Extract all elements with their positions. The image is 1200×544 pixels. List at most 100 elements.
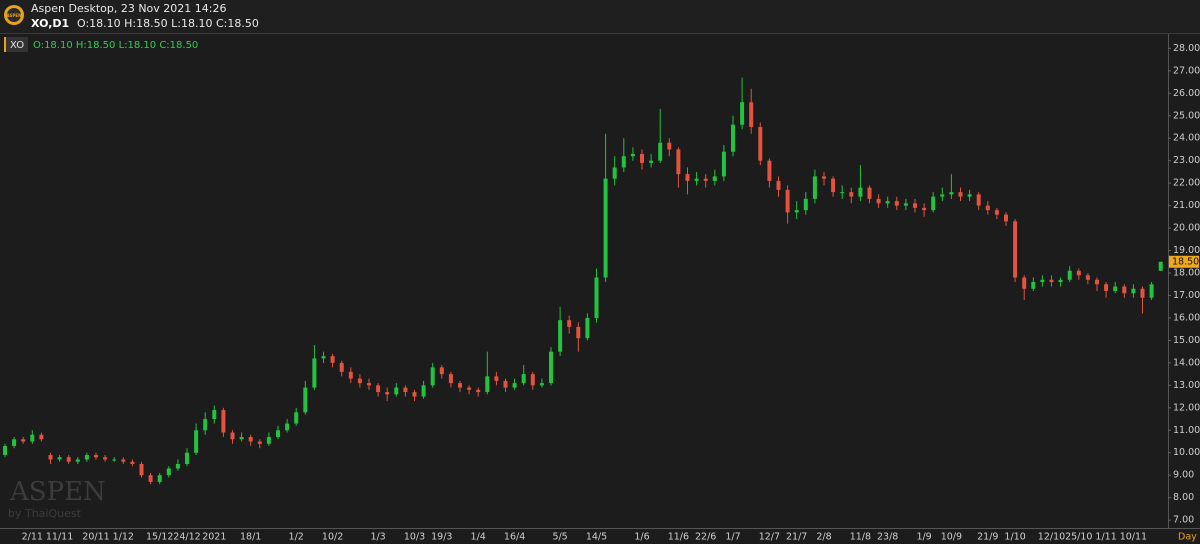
candle-body (721, 151, 726, 177)
candle-body (157, 475, 162, 482)
y-tick-label: 25.00 (1173, 110, 1200, 121)
x-tick-label: 1/2 (289, 532, 304, 543)
candle-body (48, 454, 53, 460)
x-tick-label: 1/4 (471, 532, 486, 543)
candle-body (203, 419, 208, 431)
candle-body (348, 371, 353, 379)
candle-body (103, 457, 108, 460)
candle-body (812, 176, 817, 199)
candle-body (549, 351, 553, 384)
candle-body (230, 432, 235, 440)
candle-body (867, 187, 872, 199)
candle-body (885, 201, 890, 204)
x-tick-label: 1/9 (916, 532, 931, 543)
candle-body (21, 439, 26, 442)
candle-body (776, 180, 781, 190)
candle-body (1113, 286, 1118, 291)
candle-body (840, 192, 845, 194)
candle-body (367, 383, 371, 386)
x-tick-label: 1/3 (370, 532, 385, 543)
last-price-label: 18.50 (1172, 256, 1199, 267)
candle-body (767, 160, 772, 181)
logo-inner (7, 8, 21, 22)
y-tick-label: 14.00 (1173, 357, 1200, 368)
candle-body (1095, 279, 1099, 285)
candle-body (994, 210, 999, 215)
candle-body (276, 430, 280, 438)
candle-body (1058, 279, 1063, 282)
candle-body (221, 410, 226, 433)
candle-body (430, 367, 435, 386)
candle-body (512, 383, 517, 388)
candle-body (585, 317, 590, 339)
candle-body (339, 362, 344, 372)
y-tick-label: 18.00 (1173, 268, 1200, 279)
y-tick-label: 7.00 (1173, 515, 1194, 526)
candle-body (248, 437, 253, 442)
candle-body (239, 437, 244, 440)
x-tick-label: 10/9 (941, 532, 962, 543)
logo-text: ASPEN (7, 13, 22, 18)
candle-body (194, 430, 199, 453)
candle-body (1158, 261, 1163, 271)
x-tick-label: 18/1 (240, 532, 261, 543)
candle-body (285, 423, 290, 431)
candle-body (649, 160, 654, 163)
candle-body (712, 176, 717, 181)
candle-body (458, 383, 462, 388)
candle-body (940, 194, 945, 197)
y-tick-label: 23.00 (1173, 155, 1200, 166)
x-tick-label: 1/6 (634, 532, 649, 543)
candle-body (321, 356, 326, 359)
candle-body (913, 203, 917, 208)
candle-body (448, 374, 453, 384)
candle-body (749, 102, 754, 127)
candle-body (1004, 214, 1008, 222)
candle-body (1049, 279, 1054, 282)
candle-body (1022, 277, 1027, 289)
candle-body (694, 178, 699, 181)
candle-body (212, 410, 217, 420)
y-tick-label: 11.00 (1173, 425, 1200, 436)
x-tick-label: 11/8 (850, 532, 871, 543)
candle-body (785, 189, 790, 213)
candle-body (1122, 286, 1127, 294)
y-tick-label: 15.00 (1173, 335, 1200, 346)
candle-body (185, 452, 189, 464)
candle-body (740, 102, 745, 125)
y-tick-label: 17.00 (1173, 290, 1200, 301)
period-label: Day (1178, 532, 1197, 543)
candle-body (3, 446, 7, 455)
candle-body (803, 198, 808, 211)
candle-body (958, 192, 963, 197)
candle-body (121, 459, 126, 462)
y-tick-label: 24.00 (1173, 133, 1200, 144)
candle-body (1140, 288, 1145, 298)
candle-body (421, 385, 426, 397)
candle-body (394, 387, 399, 395)
candle-body (567, 320, 572, 327)
candle-body (640, 153, 644, 163)
candle-body (485, 376, 490, 393)
candle-body (257, 441, 262, 444)
candle-body (30, 434, 35, 442)
y-tick-label: 21.00 (1173, 200, 1200, 211)
candle-body (139, 463, 144, 476)
candle-body (621, 156, 626, 168)
candle-body (558, 320, 563, 352)
candle-body (894, 201, 899, 206)
candle-body (594, 277, 599, 318)
y-tick-label: 9.00 (1173, 470, 1194, 481)
x-tick-label: 16/4 (504, 532, 525, 543)
x-tick-label: 12/7 (759, 532, 780, 543)
candle-body (66, 457, 71, 462)
candle-body (985, 205, 990, 211)
candle-body (794, 210, 799, 213)
candle-body (521, 374, 526, 384)
candle-body (385, 392, 390, 395)
y-tick-label: 19.00 (1173, 245, 1200, 256)
candle-body (476, 389, 481, 393)
candle-body (967, 194, 972, 197)
x-tick-label: 24/12 (173, 532, 200, 543)
